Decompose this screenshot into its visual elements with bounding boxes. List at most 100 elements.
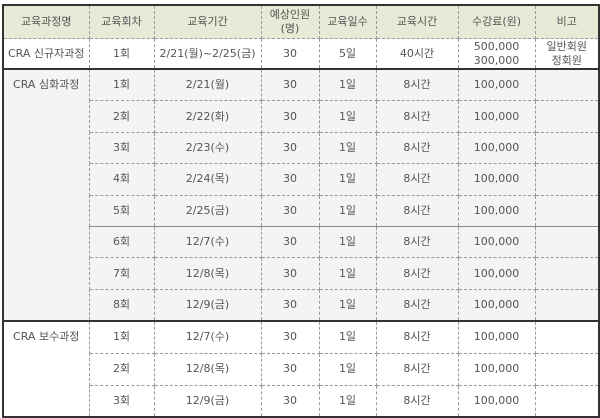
capacity: 30 <box>260 38 320 70</box>
note-line: 정회원 <box>551 53 582 67</box>
fee: 100,000 <box>457 194 536 227</box>
session: 8회 <box>88 288 155 322</box>
capacity: 30 <box>260 288 320 322</box>
column-header: 교육과정명 <box>2 4 90 39</box>
capacity: 30 <box>260 100 320 133</box>
fee: 500,000 300,000 <box>457 38 536 70</box>
days: 1일 <box>318 352 377 386</box>
fee: 100,000 <box>457 225 536 259</box>
fee: 100,000 <box>457 288 536 322</box>
column-header: 교육회차 <box>88 4 155 39</box>
capacity: 30 <box>260 384 320 418</box>
days: 1일 <box>318 384 377 418</box>
note <box>534 68 600 102</box>
table-row: 6회 12/7(수) 30 1일 8시간 100,000 <box>3 225 600 259</box>
table-row: 5회 2/25(금) 30 1일 8시간 100,000 <box>3 194 600 227</box>
session: 6회 <box>88 225 155 259</box>
session: 4회 <box>88 163 155 196</box>
column-header: 수강료(원) <box>457 4 536 39</box>
hours: 40시간 <box>375 38 459 70</box>
note <box>534 194 600 227</box>
column-header: 비고 <box>534 4 600 39</box>
fee: 100,000 <box>457 68 536 102</box>
column-header: 예상인원(명) <box>260 4 320 39</box>
session: 5회 <box>88 194 155 227</box>
session: 3회 <box>88 384 155 418</box>
days: 1일 <box>318 225 377 259</box>
capacity: 30 <box>260 163 320 196</box>
note <box>534 163 600 196</box>
days: 1일 <box>318 163 377 196</box>
note <box>534 352 600 386</box>
column-header: 교육시간 <box>375 4 459 39</box>
period: 2/22(화) <box>153 100 262 133</box>
note <box>534 320 600 354</box>
fee: 100,000 <box>457 384 536 418</box>
fee-line: 300,000 <box>473 53 520 67</box>
days: 1일 <box>318 68 377 102</box>
period: 2/23(수) <box>153 131 262 165</box>
note: 일반회원 정회원 <box>534 38 600 70</box>
fee-line: 500,000 <box>473 39 520 53</box>
fee: 100,000 <box>457 320 536 354</box>
fee: 100,000 <box>457 352 536 386</box>
column-header: 교육일수 <box>318 4 377 39</box>
hours: 8시간 <box>375 131 459 165</box>
days: 1일 <box>318 100 377 133</box>
note <box>534 225 600 259</box>
note-line: 일반회원 <box>546 39 587 53</box>
days: 1일 <box>318 288 377 322</box>
session: 3회 <box>88 131 155 165</box>
course-name: CRA 보수과정 <box>2 320 90 418</box>
period: 12/8(목) <box>153 352 262 386</box>
hours: 8시간 <box>375 384 459 418</box>
hours: 8시간 <box>375 194 459 227</box>
table-row: 3회 12/9(금) 30 1일 8시간 100,000 <box>3 384 600 418</box>
table-row: 2회 2/22(화) 30 1일 8시간 100,000 <box>3 100 600 133</box>
course-schedule-table: 교육과정명 교육회차 교육기간 예상인원(명) 교육일수 교육시간 수강료(원) 비고 CRA… <box>2 4 600 418</box>
table-row: 7회 12/8(목) 30 1일 8시간 100,000 <box>3 257 600 290</box>
hours: 8시간 <box>375 352 459 386</box>
fee: 100,000 <box>457 163 536 196</box>
header-row: 교육과정명 교육회차 교육기간 예상인원(명) 교육일수 교육시간 수강료(원) 비고 <box>2 4 600 39</box>
capacity: 30 <box>260 131 320 165</box>
hours: 8시간 <box>375 225 459 259</box>
capacity: 30 <box>260 320 320 354</box>
hours: 8시간 <box>375 257 459 290</box>
session: 1회 <box>88 38 155 70</box>
capacity: 30 <box>260 68 320 102</box>
days: 1일 <box>318 131 377 165</box>
column-header: 교육기간 <box>153 4 262 39</box>
period: 2/21(월) <box>153 68 262 102</box>
session: 1회 <box>88 320 155 354</box>
hours: 8시간 <box>375 100 459 133</box>
fee: 100,000 <box>457 257 536 290</box>
capacity: 30 <box>260 352 320 386</box>
session: 2회 <box>88 352 155 386</box>
course-name: CRA 심화과정 <box>2 67 90 322</box>
hours: 8시간 <box>375 163 459 196</box>
period: 2/25(금) <box>153 194 262 227</box>
table-row: 4회 2/24(목) 30 1일 8시간 100,000 <box>3 163 600 196</box>
days: 1일 <box>318 257 377 290</box>
table-row: CRA 보수과정 1회 12/7(수) 30 1일 8시간 100,000 <box>2 320 600 418</box>
period: 2/24(목) <box>153 163 262 196</box>
period: 12/8(목) <box>153 257 262 290</box>
days: 1일 <box>318 320 377 354</box>
note <box>534 288 600 322</box>
period: 12/7(수) <box>153 225 262 259</box>
hours: 8시간 <box>375 68 459 102</box>
table-row: CRA 신규자과정 1회 2/21(월)~2/25(금) 30 5일 40시간 500,00… <box>2 38 600 70</box>
period: 12/9(금) <box>153 384 262 418</box>
period: 12/9(금) <box>153 288 262 322</box>
fee: 100,000 <box>457 131 536 165</box>
note <box>534 257 600 290</box>
session: 1회 <box>88 68 155 102</box>
note <box>534 100 600 133</box>
days: 1일 <box>318 194 377 227</box>
table-row: 8회 12/9(금) 30 1일 8시간 100,000 <box>3 288 600 322</box>
fee: 100,000 <box>457 100 536 133</box>
session: 7회 <box>88 257 155 290</box>
capacity: 30 <box>260 225 320 259</box>
capacity: 30 <box>260 194 320 227</box>
